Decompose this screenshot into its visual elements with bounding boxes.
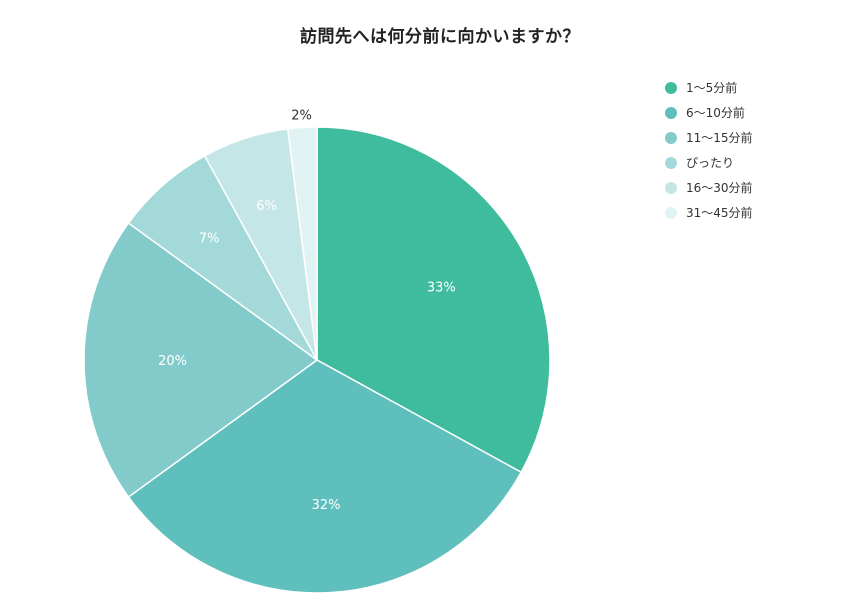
legend-swatch <box>665 106 677 119</box>
legend-item: 6〜10分前 <box>665 100 753 125</box>
legend-label: 6〜10分前 <box>686 106 745 120</box>
pie-slice <box>83 221 319 499</box>
pie-slice <box>127 154 318 361</box>
slice-value-label: 20% <box>158 354 187 369</box>
legend-swatch <box>665 81 677 94</box>
legend-item: ぴったり <box>665 150 753 175</box>
legend-item: 31〜45分前 <box>665 200 753 225</box>
legend-swatch <box>665 206 677 219</box>
chart-title: 訪問先へは何分前に向かいますか？ <box>300 27 580 47</box>
legend-label: 16〜30分前 <box>686 181 753 195</box>
slice-divider <box>287 128 318 361</box>
legend-swatch <box>665 131 677 144</box>
legend-item: 16〜30分前 <box>665 175 753 200</box>
legend-swatch <box>665 156 677 169</box>
slice-value-label: 2% <box>291 108 312 123</box>
legend-label: ぴったり <box>686 156 735 170</box>
legend-swatch <box>665 181 677 194</box>
slice-value-label: 6% <box>256 199 277 214</box>
legend-item: 11〜15分前 <box>665 125 753 150</box>
legend: 1〜5分前 6〜10分前 11〜15分前 ぴったり 16〜30分前 31〜45分前 <box>665 75 753 225</box>
legend-item: 1〜5分前 <box>665 75 753 100</box>
legend-label: 31〜45分前 <box>686 206 753 220</box>
legend-label: 1〜5分前 <box>686 81 738 95</box>
pie-slice <box>127 359 523 594</box>
slice-value-label: 32% <box>312 498 341 513</box>
pie-slice <box>316 126 551 474</box>
slice-value-label: 33% <box>427 280 456 295</box>
slice-value-label: 7% <box>199 232 220 247</box>
legend-label: 11〜15分前 <box>686 131 753 145</box>
